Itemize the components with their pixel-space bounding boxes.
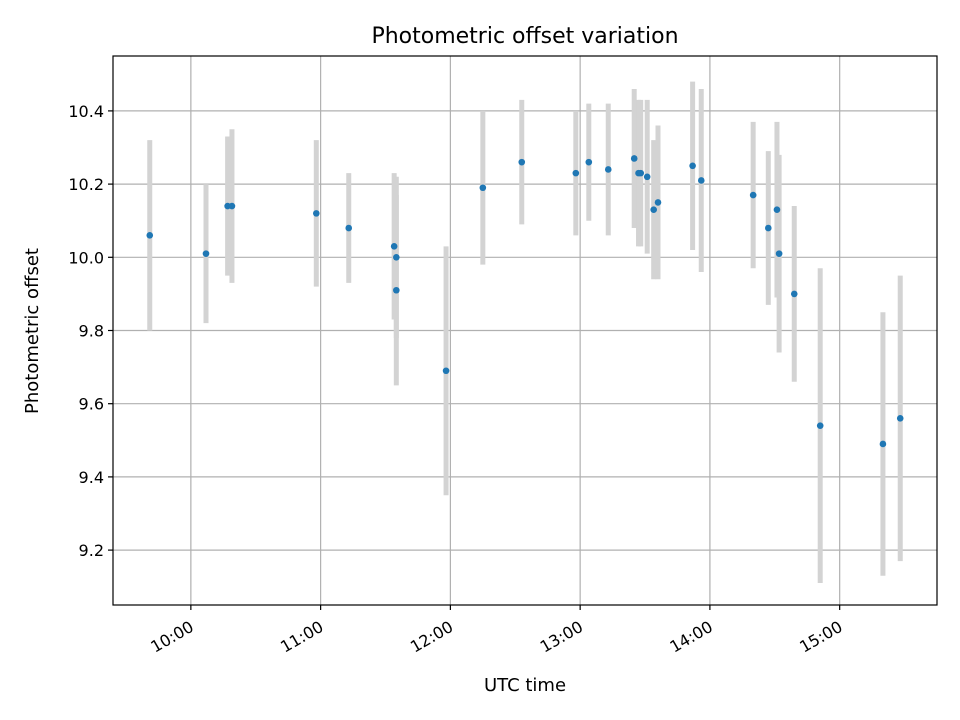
y-axis-ticks: 9.2 9.4 9.6 9.8 10.0 10.2 10.4 — [68, 102, 113, 560]
data-point — [518, 158, 526, 166]
data-point — [585, 158, 593, 166]
data-point — [637, 169, 645, 177]
y-tick-label: 9.6 — [79, 395, 104, 414]
data-point — [393, 286, 400, 294]
data-point — [773, 206, 781, 214]
y-tick-label: 10.4 — [68, 102, 104, 121]
data-point — [572, 169, 580, 177]
data-point — [697, 177, 705, 184]
grid — [113, 56, 937, 605]
y-tick-label: 10.2 — [68, 175, 104, 194]
data-point — [146, 232, 154, 239]
data-point — [643, 173, 651, 181]
x-tick-label: 10:00 — [147, 617, 196, 657]
x-tick-label: 12:00 — [407, 617, 456, 657]
data-point — [228, 202, 236, 210]
data-point — [345, 224, 353, 232]
x-tick-label: 14:00 — [666, 617, 715, 657]
data-point — [442, 367, 450, 375]
data-point — [604, 166, 612, 173]
y-tick-label: 9.8 — [79, 322, 104, 341]
data-point — [816, 422, 824, 429]
data-point — [393, 253, 400, 261]
data-points — [146, 155, 904, 448]
data-point — [896, 415, 904, 422]
data-point — [879, 440, 887, 448]
x-tick-label: 11:00 — [277, 617, 326, 657]
chart-title: Photometric offset variation — [371, 24, 678, 49]
data-point — [749, 191, 757, 199]
data-point — [630, 155, 638, 162]
data-point — [689, 162, 696, 170]
data-point — [790, 290, 798, 298]
y-tick-label: 9.4 — [79, 468, 104, 487]
error-bars — [147, 81, 903, 584]
data-point — [312, 210, 320, 217]
data-point — [479, 184, 487, 192]
data-point — [775, 250, 783, 257]
x-axis-label: UTC time — [484, 675, 566, 696]
x-tick-label: 13:00 — [537, 617, 586, 657]
data-point — [202, 250, 210, 257]
x-axis-ticks: 10:00 11:00 12:00 13:00 14:00 15:00 — [147, 605, 846, 657]
x-tick-label: 15:00 — [796, 617, 845, 657]
y-tick-label: 9.2 — [79, 541, 104, 560]
y-axis-label: Photometric offset — [22, 248, 43, 414]
data-point — [654, 199, 662, 206]
data-point — [390, 243, 398, 250]
data-point — [650, 206, 657, 214]
data-point — [765, 224, 772, 232]
y-tick-label: 10.0 — [68, 248, 104, 267]
